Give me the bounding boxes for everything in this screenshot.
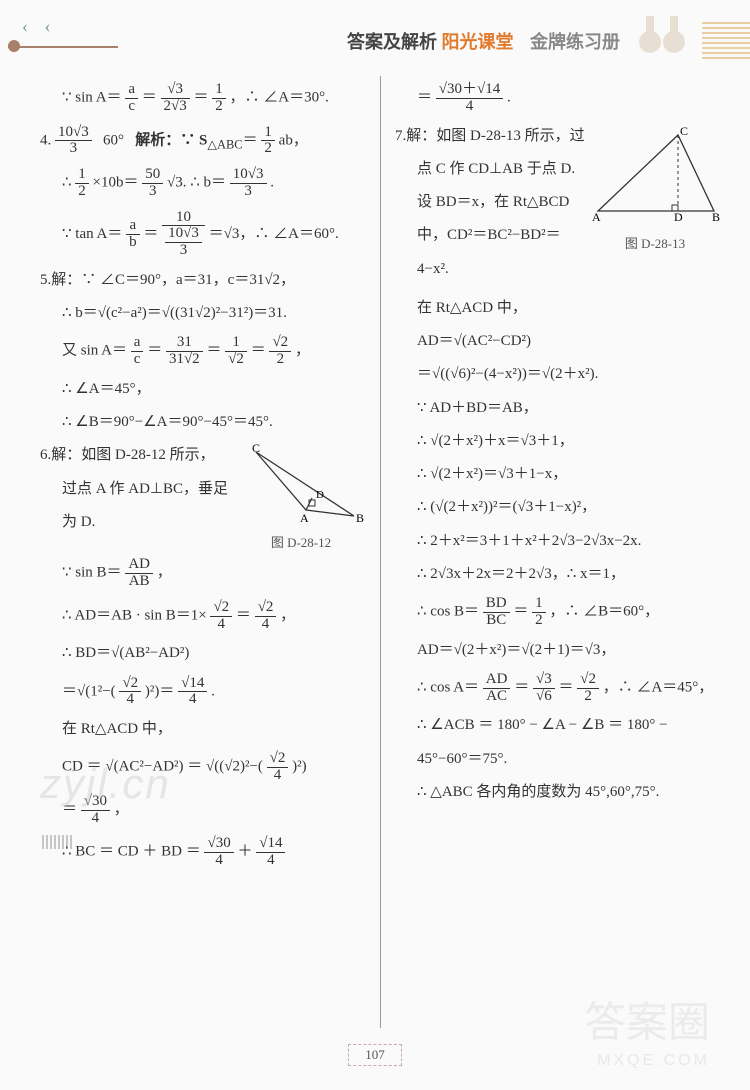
fraction: ac: [125, 82, 138, 115]
page-header: ‹ ‹ 答案及解析 阳光课堂 金牌练习册: [0, 0, 750, 68]
q7-line15: ∴ cos B＝ BDBC ＝ 12 ，∴ ∠B＝60°，: [395, 596, 720, 629]
figure-d-28-12: C A B D 图 D-28-12: [236, 444, 366, 551]
right-column: ＝ √30＋√144 . A B C D 图 D-28-13 7.解：如图 D-…: [380, 76, 720, 1028]
q5-line4: ∴ ∠A＝45°，: [40, 378, 366, 401]
q7-line5: 4−x².: [395, 258, 720, 281]
q4-line3: ∵ tan A＝ ab ＝ 1010√33 ＝√3，∴ ∠A＝60°.: [40, 210, 366, 259]
q7-line7: AD＝√(AC²−CD²): [395, 330, 720, 353]
q7-line13: ∴ 2＋x²＝3＋1＋x²＋2√3−2√3x−2x.: [395, 530, 720, 553]
q7-line10: ∴ √(2＋x²)＋x＝√3＋1，: [395, 430, 720, 453]
figure-caption: 图 D-28-13: [590, 233, 720, 252]
q5-line1: 5.解：∵ ∠C＝90°，a＝31，c＝31√2，: [40, 269, 366, 292]
r-line0: ＝ √30＋√144 .: [395, 82, 720, 115]
header-line: [8, 46, 118, 48]
q6-line4: ∵ sin B＝ ADAB ，: [40, 557, 366, 590]
svg-text:A: A: [300, 511, 309, 524]
q7-line12: ∴ (√(2＋x²))²＝(√3＋1−x)²，: [395, 496, 720, 519]
q7-line9: ∵ AD＋BD＝AB，: [395, 397, 720, 420]
svg-text:A: A: [592, 210, 601, 224]
q6-line5: ∴ AD＝AB · sin B＝1× √24 ＝ √24 ，: [40, 600, 366, 633]
svg-text:B: B: [356, 511, 364, 524]
page-number-wrap: 107: [0, 1044, 750, 1066]
q6-line7: ＝√(1²−( √24 )²)＝ √144 .: [40, 676, 366, 709]
birds-deco: ‹ ‹: [22, 16, 57, 37]
svg-text:C: C: [680, 125, 688, 138]
brand-2: 金牌练习册: [530, 32, 620, 52]
q7-line17: ∴ cos A＝ ADAC ＝ √3√6 ＝ √22 ，∴ ∠A＝45°，: [395, 672, 720, 705]
q7-line8: ＝√((√6)²−(4−x²))＝√(2＋x²).: [395, 363, 720, 386]
q6-line11: ∴ BC ＝ CD ＋ BD ＝ √304 ＋ √144: [40, 836, 366, 869]
barcode-deco: [42, 835, 72, 849]
brand-1: 阳光课堂: [442, 32, 514, 52]
q7-line11: ∴ √(2＋x²)＝√3＋1−x，: [395, 463, 720, 486]
q7-line18: ∴ ∠ACB ＝ 180° − ∠A − ∠B ＝ 180° −: [395, 714, 720, 737]
q6-line6: ∴ BD＝√(AB²−AD²): [40, 642, 366, 665]
q5-line5: ∴ ∠B＝90°−∠A＝90°−45°＝45°.: [40, 411, 366, 434]
q7-line6: 在 Rt△ACD 中，: [395, 297, 720, 320]
q6-line8: 在 Rt△ACD 中，: [40, 718, 366, 741]
left-column: ∵ sin A＝ ac ＝ √32√3 ＝ 12 ，∴ ∠A＝30°. 4. 1…: [40, 76, 380, 1028]
content-columns: ∵ sin A＝ ac ＝ √32√3 ＝ 12 ，∴ ∠A＝30°. 4. 1…: [0, 68, 750, 1028]
figure-caption: 图 D-28-12: [236, 532, 366, 551]
figure-d-28-13: A B C D 图 D-28-13: [590, 125, 720, 252]
q7-line16: AD＝√(2＋x²)＝√(2＋1)＝√3，: [395, 639, 720, 662]
q6-line10: ＝ √304 ，: [40, 794, 366, 827]
header-stripes: [702, 22, 750, 60]
section-label: 答案及解析: [347, 32, 437, 52]
page-number: 107: [348, 1044, 402, 1066]
q4-line2: ∴ 12 ×10b＝ 503 √3. ∴ b＝ 10√33 .: [40, 167, 366, 200]
q5-line3: 又 sin A＝ ac ＝ 3131√2 ＝ 1√2 ＝ √22 ，: [40, 335, 366, 368]
text-line: ∵ sin A＝ ac ＝ √32√3 ＝ 12 ，∴ ∠A＝30°.: [40, 82, 366, 115]
svg-text:D: D: [316, 489, 324, 501]
q7-line19: 45°−60°＝75°.: [395, 748, 720, 771]
q7-line20: ∴ △ABC 各内角的度数为 45°,60°,75°.: [395, 781, 720, 804]
svg-text:C: C: [252, 444, 260, 455]
q4-line1: 4. 10√33 60° 解析：∵ S△ABC＝ 12 ab，: [40, 125, 366, 158]
svg-text:B: B: [712, 210, 720, 224]
triangle-icon: A B C D: [590, 125, 720, 225]
q6-line9: CD ＝ √(AC²−AD²) ＝ √((√2)²−( √24 )²): [40, 751, 366, 784]
triangle-icon: C A B D: [236, 444, 366, 524]
q7-line14: ∴ 2√3x＋2x＝2＋2√3，∴ x＝1，: [395, 563, 720, 586]
header-title: 答案及解析 阳光课堂 金牌练习册: [347, 28, 620, 54]
binoculars-icon: [634, 8, 690, 56]
q5-line2: ∴ b＝√(c²−a²)＝√((31√2)²−31²)＝31.: [40, 302, 366, 325]
svg-text:D: D: [674, 210, 683, 224]
